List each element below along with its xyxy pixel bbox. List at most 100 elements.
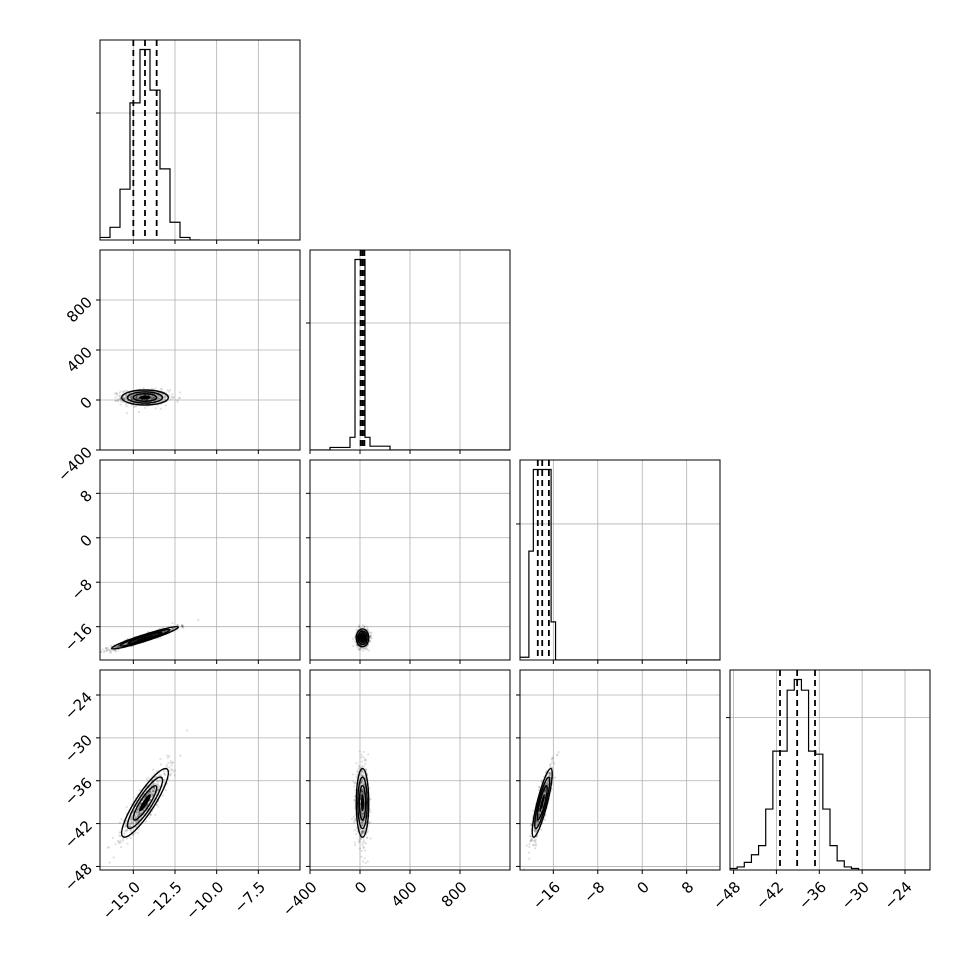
scatter-point xyxy=(109,651,112,654)
scatter-point xyxy=(129,825,132,828)
scatter-point xyxy=(151,396,155,399)
scatter-point xyxy=(361,831,364,834)
scatter-point xyxy=(136,811,139,814)
scatter-point xyxy=(359,836,362,840)
scatter-point xyxy=(361,823,364,826)
scatter-point xyxy=(546,782,549,785)
scatter-point xyxy=(544,787,547,791)
scatter-point xyxy=(137,810,140,813)
scatter-point xyxy=(142,386,145,390)
scatter-point xyxy=(164,788,168,792)
scatter-point xyxy=(171,627,174,631)
scatter-point xyxy=(357,764,360,767)
axes-frame xyxy=(519,669,721,871)
y-tick-label: 8 xyxy=(77,487,96,506)
scatter-point xyxy=(158,397,161,400)
scatter-point xyxy=(546,783,549,786)
scatter-point xyxy=(124,825,127,828)
scatter-point xyxy=(115,392,119,395)
scatter-point xyxy=(114,399,117,402)
scatter-points xyxy=(523,751,560,870)
scatter-point xyxy=(529,835,533,838)
scatter-point xyxy=(354,818,357,821)
scatter-point xyxy=(362,846,365,849)
scatter-point xyxy=(363,841,366,844)
scatter-point xyxy=(363,626,366,629)
scatter-point xyxy=(358,847,362,850)
scatter-point xyxy=(361,778,365,782)
scatter-point xyxy=(129,829,132,832)
scatter-point xyxy=(130,394,133,397)
scatter-point xyxy=(357,767,360,770)
scatter-point xyxy=(532,843,535,846)
y-tick-label: 0 xyxy=(77,531,96,550)
scatter-point xyxy=(353,798,356,802)
scatter-point xyxy=(361,823,364,827)
scatter-point xyxy=(157,805,160,808)
scatter-point xyxy=(177,397,181,400)
scatter-point xyxy=(548,771,551,774)
scatter-point xyxy=(124,403,128,406)
scatter-point xyxy=(353,829,356,832)
scatter-point xyxy=(361,633,364,636)
scatter-point xyxy=(360,770,363,773)
scatter-point xyxy=(129,819,132,822)
scatter-point xyxy=(159,763,162,766)
scatter-point xyxy=(132,833,135,836)
scatter-point xyxy=(145,778,149,781)
scatter-point xyxy=(548,774,551,777)
scatter-point xyxy=(366,628,369,631)
density-contour xyxy=(132,393,158,402)
histogram-step xyxy=(730,678,930,870)
scatter-point xyxy=(538,812,541,816)
scatter-point xyxy=(150,784,153,787)
axes-frame xyxy=(729,669,931,871)
scatter-point xyxy=(149,813,152,816)
scatter-point xyxy=(362,829,365,833)
scatter-point xyxy=(361,812,365,815)
scatter-point xyxy=(169,774,172,777)
scatter-point xyxy=(162,395,165,399)
scatter-point xyxy=(123,397,126,400)
scatter-point xyxy=(151,793,154,796)
scatter-point xyxy=(357,624,361,627)
scatter-point xyxy=(104,647,107,650)
scatter-point xyxy=(117,645,120,648)
scatter-point xyxy=(363,647,366,650)
scatter-point xyxy=(119,398,122,401)
scatter-point xyxy=(355,643,358,646)
scatter-point xyxy=(115,645,118,649)
scatter-point xyxy=(548,772,552,776)
scatter-point xyxy=(148,799,152,802)
density-contour xyxy=(358,785,367,821)
scatter-point xyxy=(359,828,362,831)
scatter-point xyxy=(534,829,537,833)
scatter-point xyxy=(111,836,114,840)
scatter-point xyxy=(550,757,553,761)
scatter-point xyxy=(129,816,133,819)
scatter-point xyxy=(163,630,166,633)
scatter-point xyxy=(363,624,366,628)
scatter-point xyxy=(553,762,556,765)
scatter-point xyxy=(134,405,137,408)
scatter-point xyxy=(149,398,152,401)
y-tick-label: 0 xyxy=(77,393,96,412)
scatter-point xyxy=(364,776,367,779)
scatter-point xyxy=(360,760,364,763)
scatter-point xyxy=(156,398,159,401)
scatter-point xyxy=(523,867,526,870)
scatter-point xyxy=(124,395,127,398)
scatter-point xyxy=(114,645,117,649)
scatter-point xyxy=(114,649,117,652)
scatter-point xyxy=(136,397,140,401)
y-tick-label: −16 xyxy=(61,620,96,655)
scatter-point xyxy=(370,634,373,637)
scatter-point xyxy=(527,851,531,854)
scatter-point xyxy=(159,407,162,410)
density-contour xyxy=(357,776,368,830)
scatter-point xyxy=(536,828,539,831)
axes-frame xyxy=(99,39,301,241)
scatter-point xyxy=(546,780,549,783)
scatter-point xyxy=(170,627,174,630)
scatter-point xyxy=(360,790,363,794)
